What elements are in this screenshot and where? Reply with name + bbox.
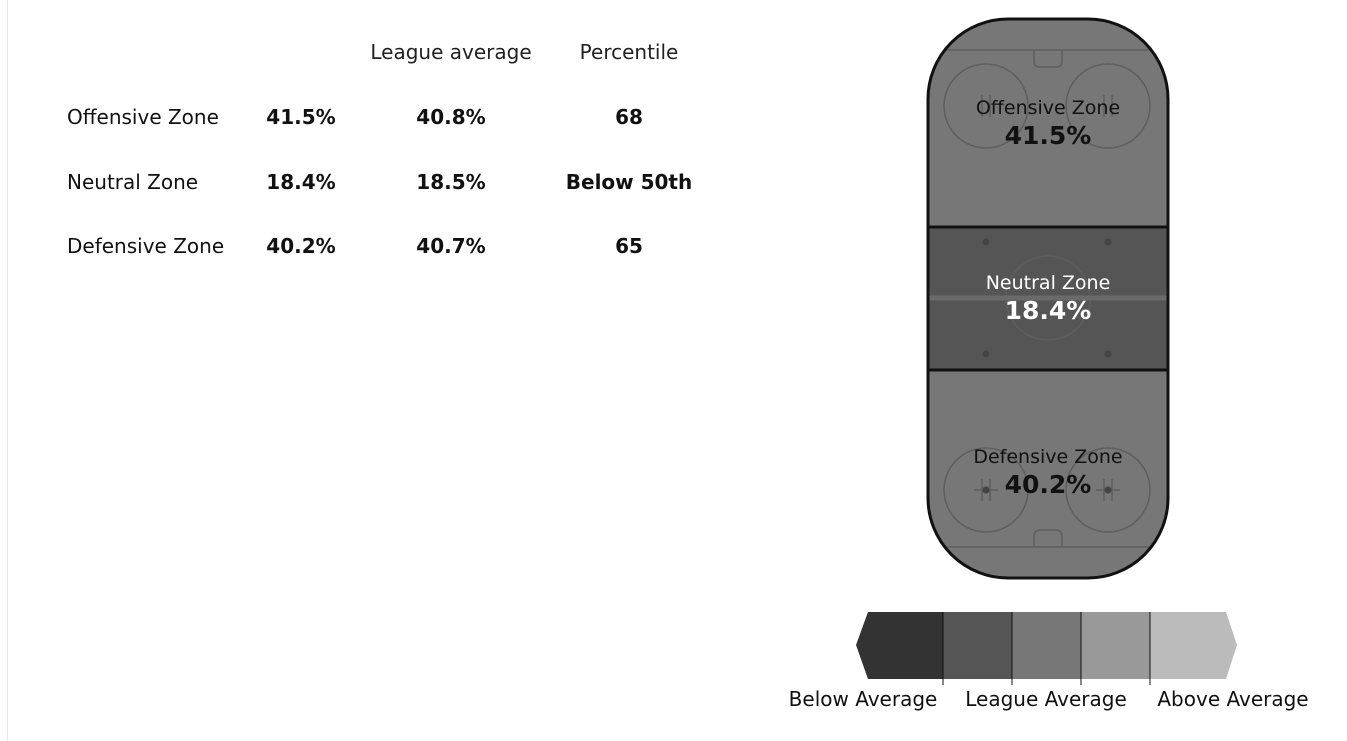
faceoff-dots (982, 238, 1112, 494)
legend-label-league: League Average (965, 687, 1127, 711)
row-label-defensive: Defensive Zone (67, 234, 225, 258)
row-label-neutral: Neutral Zone (67, 170, 199, 194)
defensive-percentile: 65 (615, 234, 643, 258)
left-divider (7, 0, 8, 741)
defensive-zone-area (928, 370, 1168, 578)
legend-label-below: Below Average (788, 687, 938, 711)
legend-swatch-5 (1150, 612, 1237, 679)
rink-offensive-value: 41.5% (1005, 121, 1092, 150)
legend-swatch-2 (943, 612, 1012, 679)
defensive-league-average: 40.7% (416, 234, 486, 258)
offensive-league-average: 40.8% (416, 105, 486, 129)
offensive-zone-area (928, 19, 1168, 227)
rink-markings (928, 49, 1168, 548)
header-league-average: League average (370, 40, 532, 64)
header-percentile: Percentile (579, 40, 679, 64)
neutral-value: 18.4% (266, 170, 336, 194)
legend-label-above: Above Average (1157, 687, 1309, 711)
legend-ticks (942, 612, 1151, 685)
zone-stats-table: League average Percentile Offensive Zone… (0, 0, 760, 300)
rink-neutral-value: 18.4% (1005, 296, 1092, 325)
legend-swatch-4 (1081, 612, 1150, 679)
offensive-value: 41.5% (266, 105, 336, 129)
legend-scale (856, 612, 1237, 685)
rink-defensive-value: 40.2% (1005, 470, 1092, 499)
legend-swatch-3 (1012, 612, 1081, 679)
color-legend: Below Average League Average Above Avera… (780, 605, 1320, 725)
rink-neutral-label: Neutral Zone (986, 272, 1111, 294)
defensive-value: 40.2% (266, 234, 336, 258)
rink-diagram: Offensive Zone 41.5% Neutral Zone 18.4% … (920, 13, 1176, 585)
offensive-percentile: 68 (615, 105, 643, 129)
neutral-percentile: Below 50th (565, 170, 693, 194)
row-label-offensive: Offensive Zone (67, 105, 219, 129)
rink-offensive-label: Offensive Zone (976, 97, 1120, 119)
rink-boards (926, 17, 1170, 580)
rink-svg: Offensive Zone 41.5% Neutral Zone 18.4% … (926, 17, 1170, 580)
legend-swatch-1 (856, 612, 943, 679)
neutral-league-average: 18.5% (416, 170, 486, 194)
rink-defensive-label: Defensive Zone (973, 446, 1122, 468)
